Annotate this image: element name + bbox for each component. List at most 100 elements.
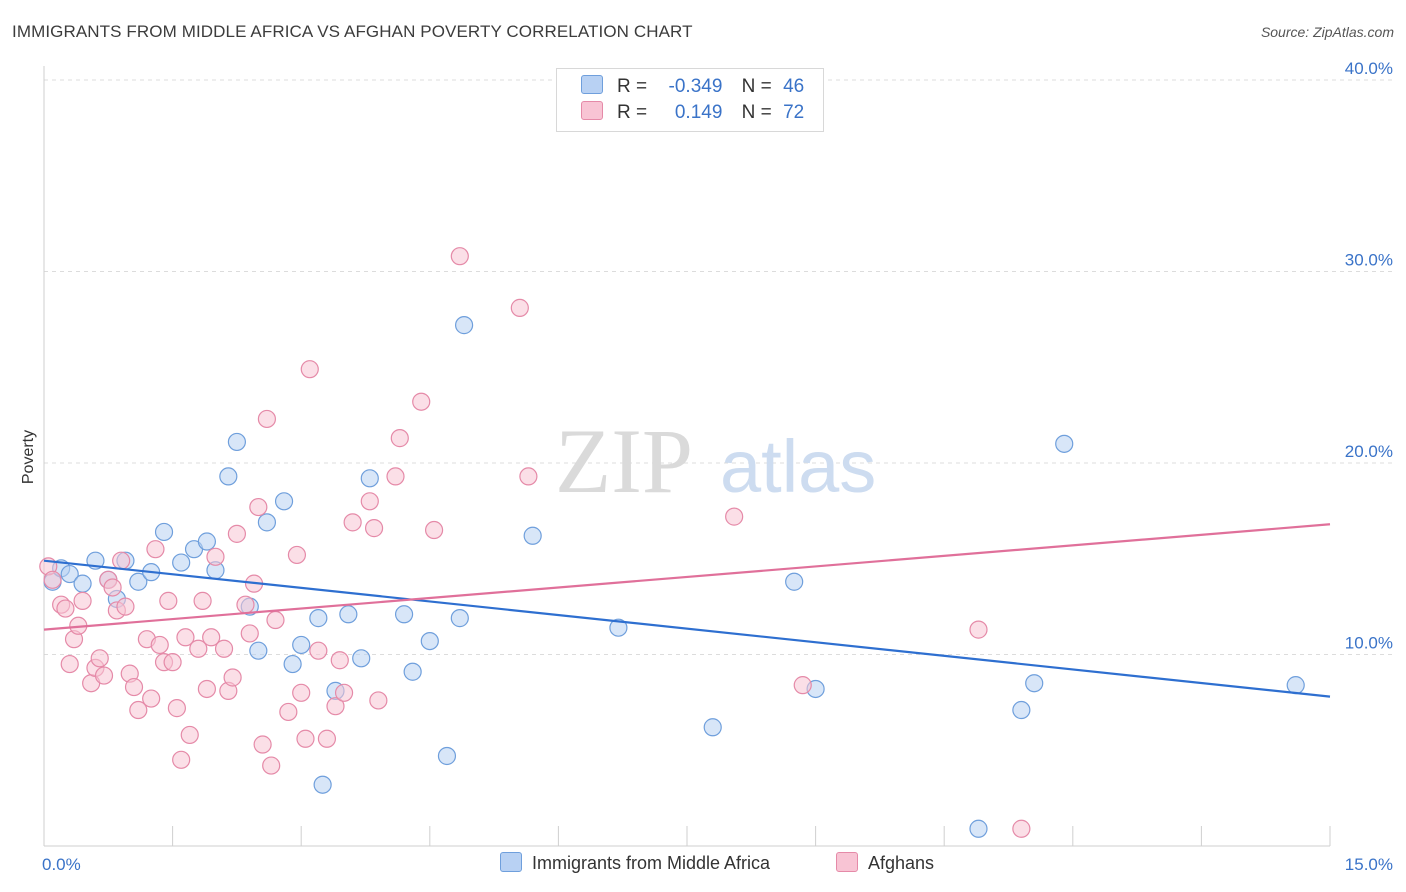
point-afghans bbox=[112, 551, 131, 570]
trend-lines bbox=[43, 523, 1331, 698]
point-middle-africa bbox=[703, 718, 722, 737]
point-middle-africa bbox=[420, 631, 439, 651]
legend-swatch-blue bbox=[500, 852, 522, 872]
point-afghans bbox=[390, 429, 409, 448]
x-tick-label: 0.0% bbox=[42, 855, 81, 874]
point-middle-africa bbox=[454, 316, 474, 335]
point-middle-africa bbox=[154, 522, 174, 542]
legend-swatch-pink bbox=[836, 852, 858, 872]
legend-n-label: N = bbox=[741, 102, 772, 123]
point-middle-africa bbox=[785, 572, 804, 591]
point-middle-africa bbox=[292, 635, 311, 655]
point-afghans bbox=[386, 467, 405, 486]
point-middle-africa bbox=[219, 467, 238, 486]
legend-item-afghans: Afghans bbox=[836, 852, 934, 874]
point-afghans bbox=[343, 513, 362, 532]
source-label: Source: ZipAtlas.com bbox=[1260, 24, 1394, 40]
point-afghans bbox=[227, 524, 246, 543]
point-afghans bbox=[334, 683, 354, 702]
point-afghans bbox=[292, 683, 311, 702]
legend-n-label: N = bbox=[741, 76, 772, 97]
legend-row-pink: R = 0.149 N = 72 bbox=[581, 101, 804, 125]
chart-title: IMMIGRANTS FROM MIDDLE AFRICA VS AFGHAN … bbox=[12, 22, 693, 41]
point-afghans bbox=[725, 507, 744, 526]
legend-r-label: R = bbox=[617, 102, 648, 123]
watermark-zip: ZIP bbox=[555, 410, 693, 512]
point-afghans bbox=[90, 649, 109, 668]
point-afghans bbox=[249, 497, 268, 517]
y-tick-label: 40.0% bbox=[1345, 59, 1393, 78]
point-afghans bbox=[189, 639, 208, 658]
point-afghans bbox=[172, 750, 191, 769]
stats-legend: R = -0.349 N = 46 R = 0.149 N = 72 bbox=[556, 68, 824, 132]
point-afghans bbox=[223, 668, 242, 687]
legend-swatch-blue bbox=[581, 75, 603, 94]
point-afghans bbox=[1012, 819, 1031, 838]
point-afghans bbox=[300, 360, 319, 379]
point-middle-africa bbox=[313, 775, 332, 794]
point-middle-africa bbox=[437, 746, 457, 766]
point-middle-africa bbox=[274, 492, 294, 511]
point-middle-africa bbox=[403, 662, 422, 681]
point-middle-africa bbox=[309, 609, 328, 628]
axes bbox=[43, 66, 1331, 847]
point-afghans bbox=[60, 654, 79, 674]
watermark-atlas: atlas bbox=[720, 425, 876, 508]
point-afghans bbox=[257, 409, 277, 429]
point-afghans bbox=[94, 666, 114, 685]
point-afghans bbox=[129, 700, 148, 720]
point-afghans bbox=[43, 570, 62, 589]
point-afghans bbox=[180, 725, 199, 745]
legend-r-label: R = bbox=[617, 76, 648, 97]
point-afghans bbox=[176, 628, 195, 647]
point-afghans bbox=[279, 702, 298, 722]
point-afghans bbox=[519, 467, 538, 486]
point-afghans bbox=[510, 298, 529, 317]
point-afghans bbox=[253, 735, 272, 754]
point-middle-africa bbox=[197, 532, 216, 551]
point-middle-africa bbox=[73, 574, 92, 593]
point-afghans bbox=[309, 641, 328, 660]
point-middle-africa bbox=[609, 618, 628, 637]
point-afghans bbox=[206, 547, 225, 566]
point-middle-africa bbox=[394, 605, 414, 624]
point-afghans bbox=[266, 610, 285, 630]
point-afghans bbox=[364, 519, 384, 538]
point-afghans bbox=[150, 635, 169, 655]
point-afghans bbox=[424, 520, 444, 540]
point-afghans bbox=[240, 624, 259, 643]
point-afghans bbox=[317, 729, 337, 748]
point-middle-africa bbox=[172, 553, 191, 572]
point-afghans bbox=[296, 729, 315, 748]
point-middle-africa bbox=[523, 526, 542, 545]
point-middle-africa bbox=[1055, 434, 1074, 453]
point-afghans bbox=[202, 628, 221, 647]
point-afghans bbox=[116, 597, 135, 616]
point-afghans bbox=[56, 599, 75, 618]
point-middle-africa bbox=[227, 432, 246, 452]
point-afghans bbox=[193, 591, 212, 610]
legend-r-value-pink: 0.149 bbox=[674, 102, 723, 123]
point-afghans bbox=[326, 697, 345, 716]
point-middle-africa bbox=[257, 513, 277, 532]
trendline-afghans bbox=[43, 523, 1331, 631]
point-afghans bbox=[146, 540, 165, 559]
point-middle-africa bbox=[352, 649, 371, 668]
legend-r-value-blue: -0.349 bbox=[668, 76, 723, 97]
point-afghans bbox=[236, 595, 255, 614]
y-tick-label: 30.0% bbox=[1345, 251, 1393, 270]
trendline-middle-africa bbox=[43, 559, 1331, 698]
y-tick-label: 20.0% bbox=[1345, 442, 1393, 461]
legend-n-value-pink: 72 bbox=[783, 102, 805, 123]
point-afghans bbox=[450, 247, 469, 266]
point-middle-africa bbox=[249, 641, 268, 660]
point-afghans bbox=[159, 591, 178, 610]
legend-item-middle-africa: Immigrants from Middle Africa bbox=[500, 852, 770, 874]
legend-swatch-pink bbox=[581, 101, 603, 120]
point-afghans bbox=[360, 492, 379, 511]
point-middle-africa bbox=[360, 469, 379, 488]
legend-n-value-blue: 46 bbox=[783, 76, 805, 97]
point-afghans bbox=[369, 691, 388, 710]
point-middle-africa bbox=[1012, 700, 1031, 720]
